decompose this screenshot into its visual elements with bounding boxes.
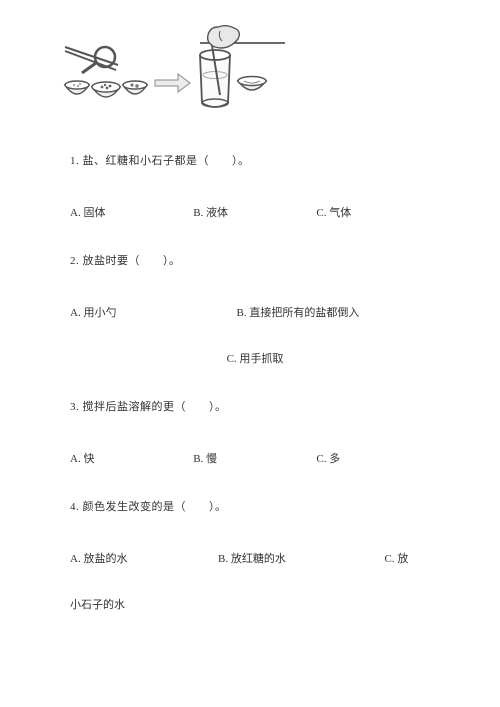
question-2: 2. 放盐时要（ ）。 A. 用小勺 B. 直接把所有的盐都倒入 C. 用手抓取	[70, 250, 440, 366]
question-illustration	[60, 25, 440, 120]
q4-option-a: A. 放盐的水	[70, 550, 218, 566]
question-3: 3. 搅拌后盐溶解的更（ ）。 A. 快 B. 慢 C. 多	[70, 396, 440, 466]
question-4: 4. 颜色发生改变的是（ ）。 A. 放盐的水 B. 放红糖的水 C. 放 小石…	[70, 496, 440, 612]
q1-option-c: C. 气体	[316, 204, 439, 220]
dissolve-experiment-icon	[60, 25, 290, 115]
q2-option-b: B. 直接把所有的盐都倒入	[237, 304, 441, 320]
q4-option-c: C. 放	[385, 550, 441, 566]
q4-option-b: B. 放红糖的水	[218, 550, 385, 566]
question-4-stem: 4. 颜色发生改变的是（ ）。	[70, 496, 440, 518]
question-2-options-row1: A. 用小勺 B. 直接把所有的盐都倒入	[70, 304, 440, 320]
question-3-options: A. 快 B. 慢 C. 多	[70, 450, 440, 466]
question-3-stem: 3. 搅拌后盐溶解的更（ ）。	[70, 396, 440, 418]
q1-option-b: B. 液体	[193, 204, 316, 220]
q3-option-a: A. 快	[70, 450, 193, 466]
worksheet-page: 1. 盐、红糖和小石子都是（ ）。 A. 固体 B. 液体 C. 气体 2. 放…	[0, 0, 500, 707]
q1-option-a: A. 固体	[70, 204, 193, 220]
q2-option-a: A. 用小勺	[70, 304, 237, 320]
question-1-options: A. 固体 B. 液体 C. 气体	[70, 204, 440, 220]
question-4-options: A. 放盐的水 B. 放红糖的水 C. 放	[70, 550, 440, 566]
q2-option-c: C. 用手抓取	[70, 350, 440, 366]
q3-option-c: C. 多	[316, 450, 439, 466]
question-1: 1. 盐、红糖和小石子都是（ ）。 A. 固体 B. 液体 C. 气体	[70, 150, 440, 220]
question-1-stem: 1. 盐、红糖和小石子都是（ ）。	[70, 150, 440, 172]
q3-option-b: B. 慢	[193, 450, 316, 466]
q4-option-c-continued: 小石子的水	[70, 596, 440, 612]
question-2-stem: 2. 放盐时要（ ）。	[70, 250, 440, 272]
